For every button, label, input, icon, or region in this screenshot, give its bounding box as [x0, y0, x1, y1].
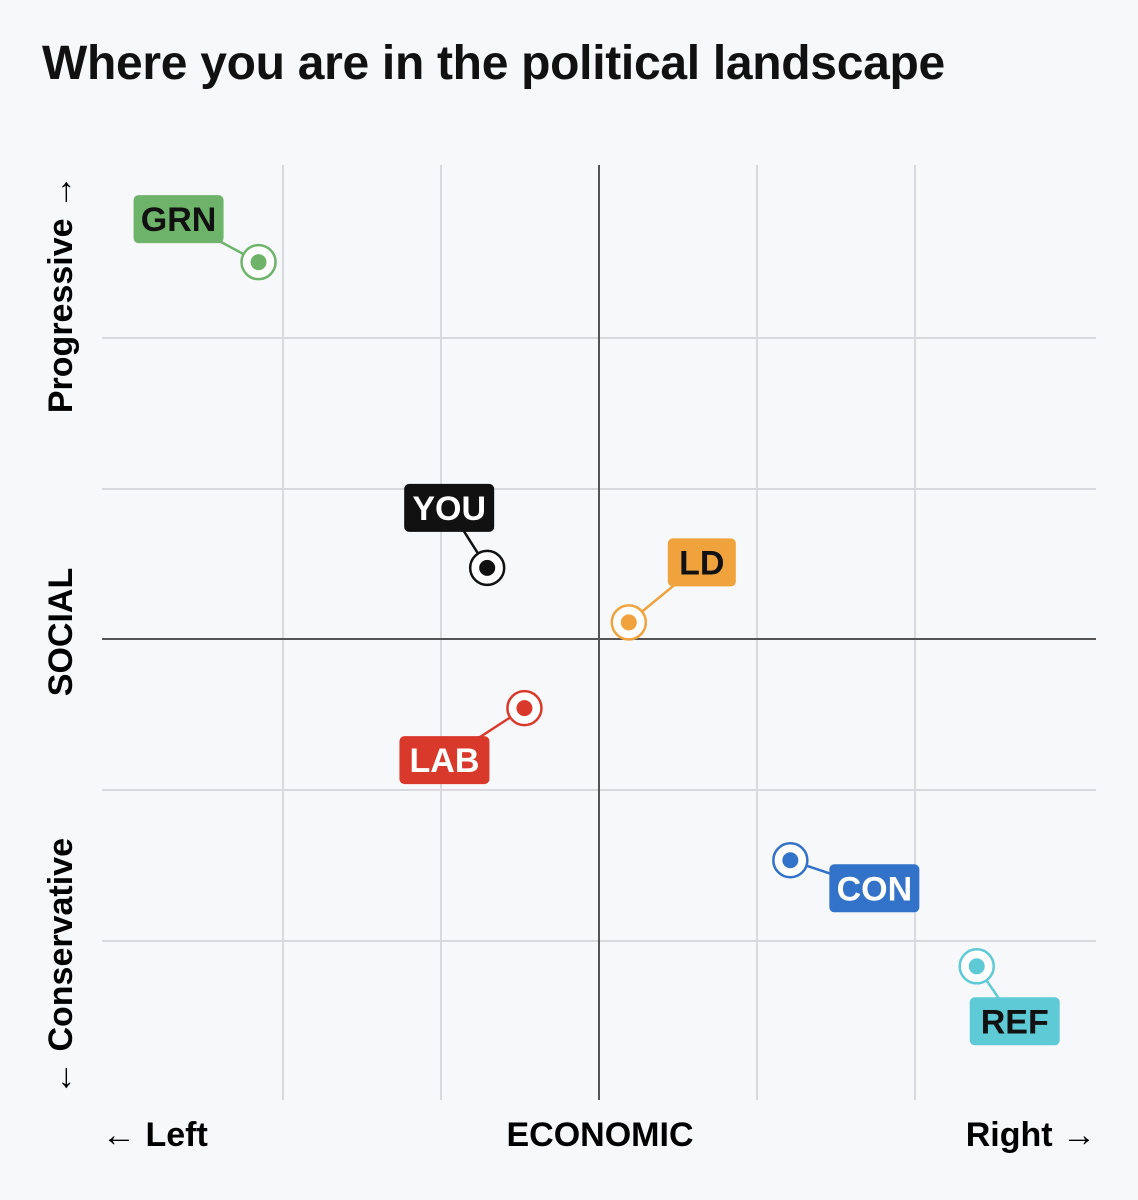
chart-title: Where you are in the political landscape — [42, 37, 945, 90]
x-axis-label: ECONOMIC — [507, 1116, 694, 1154]
label-con: CON — [837, 870, 913, 908]
marker-con — [782, 852, 799, 869]
marker-you — [479, 559, 496, 576]
y-bottom-label: ← Conservative — [42, 838, 80, 1095]
point-grn: GRN — [133, 195, 277, 281]
point-lab: LAB — [399, 689, 543, 785]
label-lab: LAB — [410, 742, 480, 780]
axes — [102, 165, 1096, 1100]
label-box-ref — [969, 997, 1060, 1046]
label-box-lab — [399, 736, 490, 785]
label-box-you — [404, 483, 495, 532]
marker-ref — [968, 958, 985, 975]
y-top-label: Progressive → — [42, 175, 80, 413]
point-you: YOU — [404, 483, 506, 587]
axis-labels: ← Left ECONOMIC Right → Progressive → SO… — [42, 175, 1096, 1154]
label-box-ld — [667, 538, 736, 587]
label-you: YOU — [412, 490, 486, 528]
y-axis-label: SOCIAL — [42, 568, 80, 696]
marker-ld — [620, 614, 637, 631]
x-right-label: Right → — [966, 1116, 1096, 1154]
label-box-grn — [133, 195, 224, 244]
point-ref: REF — [958, 948, 1060, 1046]
label-ld: LD — [679, 544, 724, 582]
point-ld: LD — [610, 538, 736, 641]
x-left-label: ← Left — [102, 1116, 208, 1154]
point-con: CON — [772, 842, 920, 913]
label-box-con — [829, 864, 920, 913]
marker-lab — [516, 700, 533, 717]
data-points: GRN YOU LD LAB CON REF — [133, 195, 1060, 1046]
label-ref: REF — [981, 1003, 1049, 1041]
marker-grn — [250, 254, 267, 271]
label-grn: GRN — [141, 201, 217, 239]
